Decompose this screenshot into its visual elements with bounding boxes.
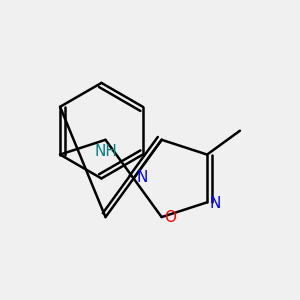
Text: NH: NH <box>94 144 117 159</box>
Text: O: O <box>164 210 176 225</box>
Text: N: N <box>210 196 221 211</box>
Text: N: N <box>136 170 148 185</box>
